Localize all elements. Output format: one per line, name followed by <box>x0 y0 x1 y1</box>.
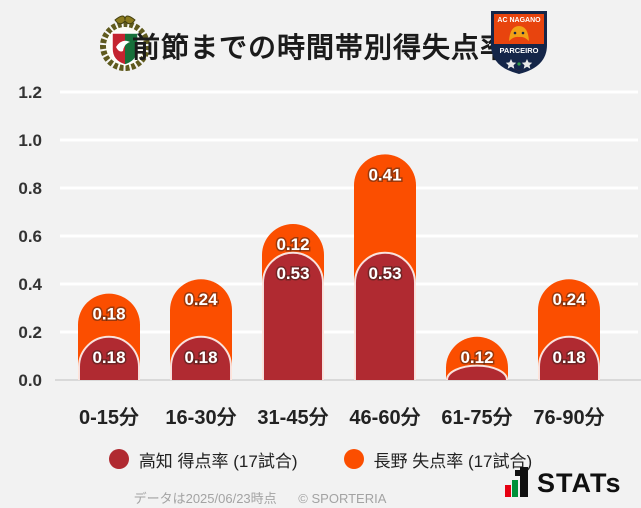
nagano-logo-text-top: AC NAGANO <box>497 17 541 24</box>
svg-text:16-30分: 16-30分 <box>165 406 236 429</box>
footer: データは2025/06/23時点 © SPORTERIA <box>0 488 520 507</box>
kochi-series-swatch-icon <box>108 449 129 469</box>
svg-text:0.24: 0.24 <box>552 290 586 309</box>
svg-text:0.8: 0.8 <box>18 179 42 198</box>
nagano-logo-text-bottom: PARCEIRO <box>499 46 538 55</box>
nagano-series-swatch-icon <box>343 449 364 469</box>
kochi-united-crest-icon <box>96 11 154 78</box>
data-date-note: データは2025/06/23時点 <box>133 491 277 506</box>
svg-text:0.53: 0.53 <box>368 264 401 283</box>
svg-text:76-90分: 76-90分 <box>533 406 604 429</box>
svg-text:31-45分: 31-45分 <box>257 406 328 429</box>
stacked-bar-chart: 0.0 0.2 0.4 0.6 0.8 1.0 1.2 0.18 0.18 0-15分 0.24 0.… <box>18 83 641 429</box>
svg-text:0.53: 0.53 <box>276 264 309 283</box>
svg-text:1.0: 1.0 <box>18 131 42 150</box>
svg-text:0.12: 0.12 <box>276 235 309 254</box>
kochi-series-label: 高知 得点率 (17試合) <box>138 451 298 471</box>
svg-text:61-75分: 61-75分 <box>441 406 512 429</box>
nagano-parceiro-crest-icon: AC NAGANO PARCEIRO <box>490 9 548 80</box>
svg-text:0.18: 0.18 <box>92 348 125 367</box>
stats-bars-icon <box>505 467 528 497</box>
page-title: 前節までの時間帯別得失点率 <box>131 32 510 63</box>
svg-text:0.12: 0.12 <box>460 348 493 367</box>
svg-text:0-15分: 0-15分 <box>79 406 139 429</box>
nagano-series-label: 長野 失点率 (17試合) <box>373 451 533 471</box>
svg-text:0.18: 0.18 <box>92 305 125 324</box>
legend-item-kochi: 高知 得点率 (17試合) <box>108 447 298 472</box>
svg-text:46-60分: 46-60分 <box>349 406 420 429</box>
svg-text:0.18: 0.18 <box>184 348 217 367</box>
stats-brand-logo: STATs <box>505 467 622 497</box>
svg-text:0.41: 0.41 <box>368 165 401 184</box>
svg-text:0.18: 0.18 <box>552 348 585 367</box>
legend: 高知 得点率 (17試合) 長野 失点率 (17試合) <box>0 444 641 474</box>
svg-text:1.2: 1.2 <box>18 83 42 102</box>
svg-text:0.6: 0.6 <box>18 227 42 246</box>
copyright: © SPORTERIA <box>298 491 387 506</box>
legend-item-nagano: 長野 失点率 (17試合) <box>343 447 533 472</box>
svg-text:0.24: 0.24 <box>184 290 218 309</box>
svg-text:0.4: 0.4 <box>18 275 42 294</box>
svg-text:0.2: 0.2 <box>18 323 42 342</box>
stats-brand-text: STATs <box>537 468 622 498</box>
svg-text:0.0: 0.0 <box>18 371 42 390</box>
